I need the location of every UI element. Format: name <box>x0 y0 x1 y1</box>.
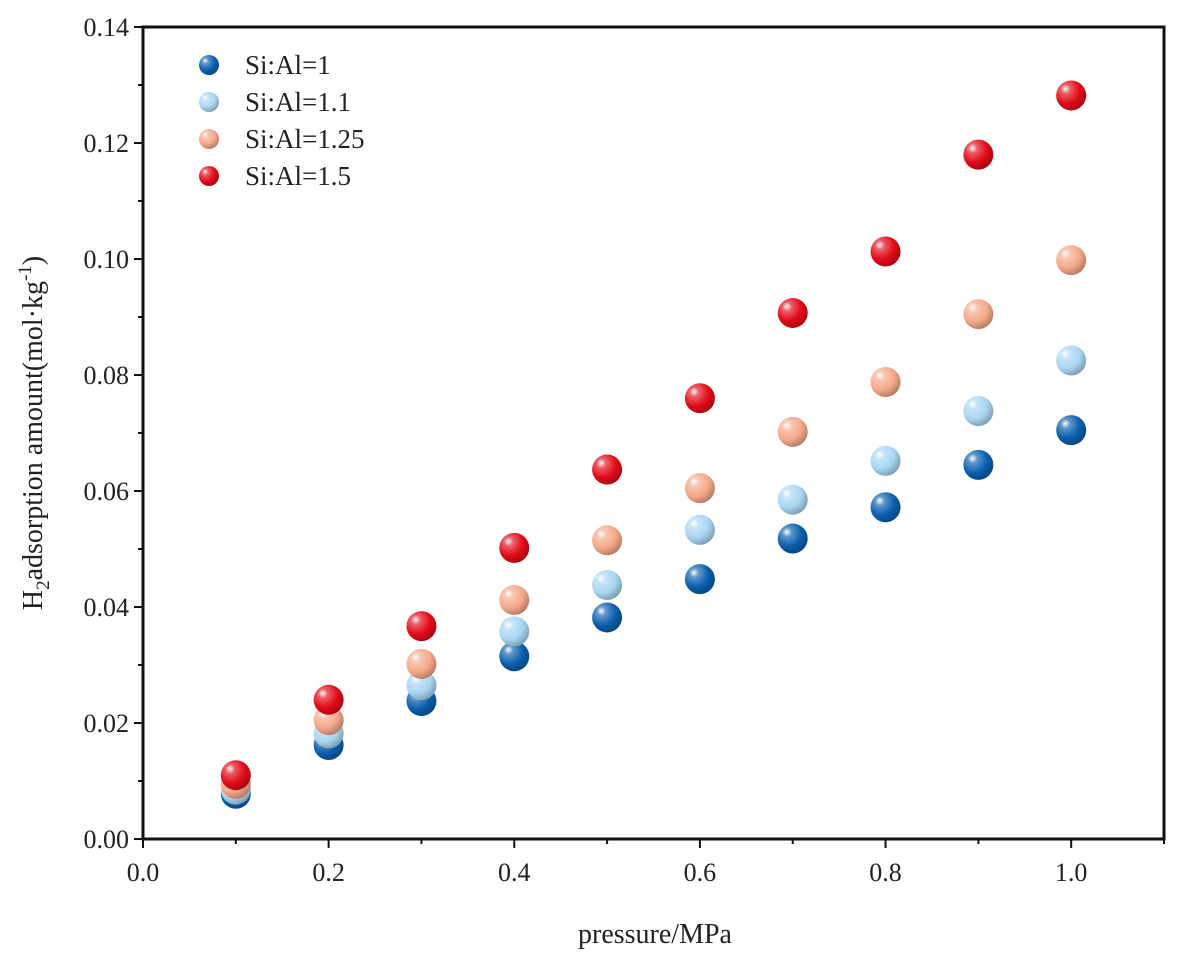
data-point <box>777 416 808 447</box>
x-tick-label: 0.4 <box>498 858 531 887</box>
data-point <box>592 454 623 485</box>
data-point <box>592 602 623 633</box>
data-point <box>870 236 901 267</box>
data-point <box>963 299 994 330</box>
data-point <box>592 569 623 600</box>
data-point <box>870 445 901 476</box>
data-point <box>406 648 437 679</box>
legend-label: Si:Al=1.25 <box>245 124 365 154</box>
data-point <box>499 641 530 672</box>
x-tick-label: 0.0 <box>127 858 160 887</box>
y-tick-label: 0.14 <box>84 13 130 42</box>
data-point <box>499 532 530 563</box>
legend-marker <box>199 129 219 149</box>
y-tick-label: 0.06 <box>84 477 130 506</box>
y-tick-label: 0.12 <box>84 129 130 158</box>
data-points <box>220 80 1087 809</box>
data-point <box>592 525 623 556</box>
data-point <box>684 473 715 504</box>
data-point <box>406 611 437 642</box>
data-point <box>1056 245 1087 276</box>
x-axis-title: pressure/MPa <box>578 919 733 950</box>
data-point <box>1056 415 1087 446</box>
data-point <box>777 523 808 554</box>
data-point <box>684 564 715 595</box>
y-tick-label: 0.00 <box>84 825 130 854</box>
data-point <box>684 383 715 414</box>
legend-label: Si:Al=1 <box>245 50 331 80</box>
data-point <box>777 297 808 328</box>
x-tick-label: 0.2 <box>312 858 345 887</box>
data-point <box>870 366 901 397</box>
y-axis-title: H2adsorption amount(mol·kg-1) <box>15 256 54 610</box>
legend-label: Si:Al=1.1 <box>245 87 351 117</box>
data-point <box>313 684 344 715</box>
data-point <box>777 484 808 515</box>
y-tick-label: 0.04 <box>84 593 130 622</box>
data-point <box>870 492 901 523</box>
x-tick-label: 0.6 <box>684 858 717 887</box>
y-tick-label: 0.02 <box>84 709 130 738</box>
legend-marker <box>199 166 219 186</box>
legend-marker <box>199 92 219 112</box>
data-point <box>963 449 994 480</box>
x-axis: 0.0 0.2 0.4 0.6 0.8 1.0 <box>127 839 1165 887</box>
data-point <box>1056 80 1087 111</box>
x-tick-label: 0.8 <box>869 858 902 887</box>
y-tick-label: 0.08 <box>84 361 130 390</box>
data-point <box>499 585 530 616</box>
legend: Si:Al=1 Si:Al=1.1 Si:Al=1.25 Si:Al=1.5 <box>199 50 365 191</box>
data-point <box>499 616 530 647</box>
data-point <box>963 139 994 170</box>
y-tick-label: 0.10 <box>84 245 130 274</box>
data-point <box>220 760 251 791</box>
y-axis: 0.00 0.02 0.04 0.06 0.08 0.10 0.12 0.14 <box>84 13 143 854</box>
x-tick-label: 1.0 <box>1055 858 1088 887</box>
data-point <box>406 670 437 701</box>
data-point <box>1056 345 1087 376</box>
legend-label: Si:Al=1.5 <box>245 161 351 191</box>
legend-marker <box>199 55 219 75</box>
data-point <box>684 514 715 545</box>
data-point <box>963 395 994 426</box>
